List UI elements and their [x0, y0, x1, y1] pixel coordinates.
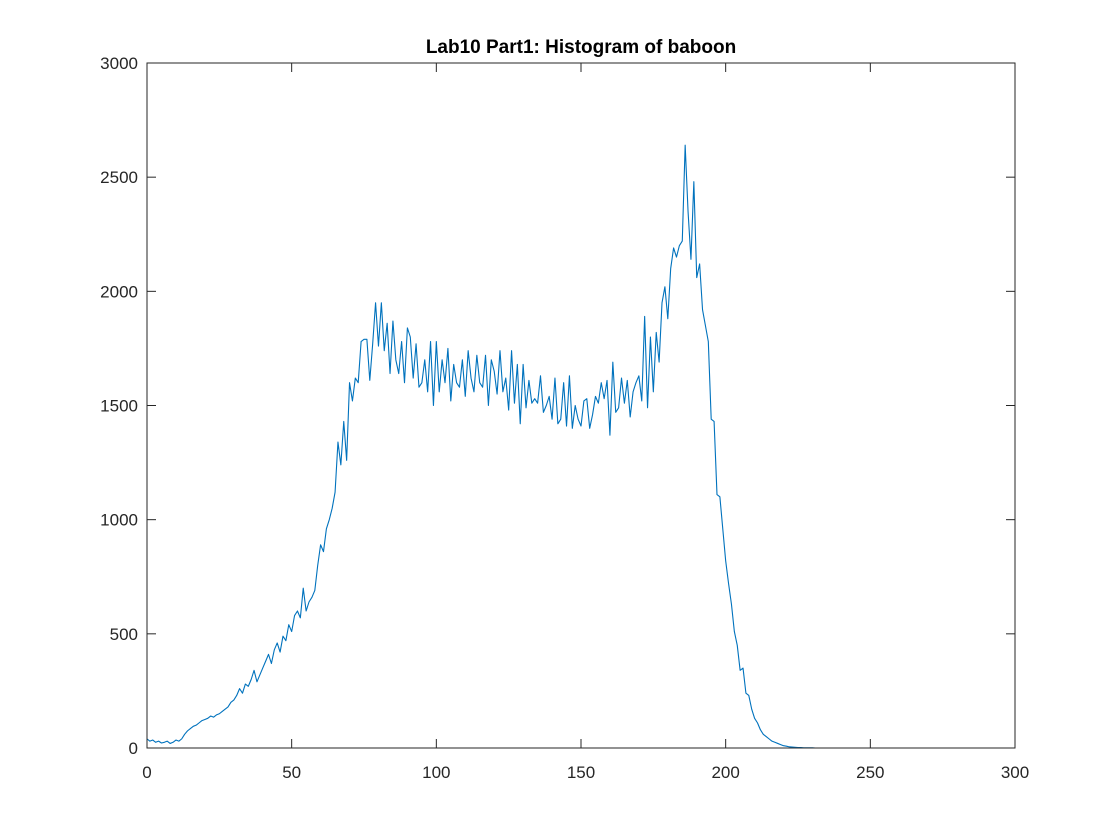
- x-tick-label: 250: [856, 763, 884, 782]
- series-group: [146, 144, 885, 749]
- x-tick-label: 0: [142, 763, 151, 782]
- x-tick-label: 50: [282, 763, 301, 782]
- axes-box: [146, 62, 1016, 749]
- x-tick-label: 300: [1001, 763, 1029, 782]
- y-tick-label: 1500: [100, 397, 138, 416]
- y-tick-label: 2500: [100, 168, 138, 187]
- y-tick-label: 500: [110, 625, 138, 644]
- y-tick-label: 2000: [100, 282, 138, 301]
- x-tick-label: 100: [422, 763, 450, 782]
- y-tick-label: 3000: [100, 54, 138, 73]
- y-tick-label: 1000: [100, 511, 138, 530]
- x-tick-label: 150: [567, 763, 595, 782]
- axis-tick-labels: 0 50 100 150 200 250 3000500100015002000250030…: [100, 54, 1029, 782]
- y-tick-label: 0: [129, 739, 138, 758]
- series-line: [146, 144, 885, 749]
- chart-title: Lab10 Part1: Histogram of baboon: [426, 37, 736, 58]
- plot-area: [147, 63, 1015, 748]
- x-tick-label: 200: [711, 763, 739, 782]
